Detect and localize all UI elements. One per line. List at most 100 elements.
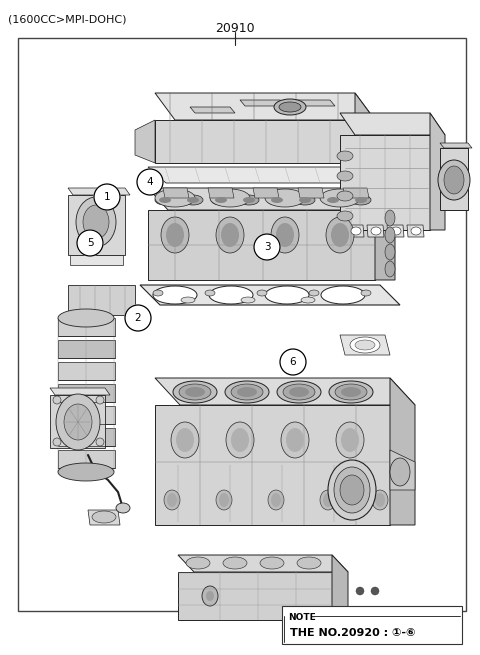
Polygon shape (430, 113, 445, 230)
Ellipse shape (334, 467, 370, 513)
Ellipse shape (161, 217, 189, 253)
Polygon shape (50, 395, 105, 448)
Polygon shape (340, 113, 445, 135)
Polygon shape (340, 135, 430, 230)
Ellipse shape (351, 227, 361, 235)
Ellipse shape (371, 587, 379, 595)
Polygon shape (355, 93, 375, 163)
Ellipse shape (96, 438, 104, 446)
Ellipse shape (58, 309, 114, 327)
Ellipse shape (153, 286, 197, 304)
Ellipse shape (53, 396, 61, 404)
Ellipse shape (323, 493, 333, 507)
Polygon shape (148, 188, 395, 210)
Text: 3: 3 (264, 242, 270, 252)
Polygon shape (340, 335, 390, 355)
Ellipse shape (372, 490, 388, 510)
Ellipse shape (321, 286, 365, 304)
Polygon shape (70, 255, 123, 265)
Ellipse shape (361, 290, 371, 296)
Ellipse shape (181, 297, 195, 303)
Ellipse shape (341, 387, 361, 397)
Ellipse shape (225, 381, 269, 403)
Text: 20910: 20910 (215, 22, 255, 35)
Ellipse shape (64, 404, 92, 440)
Polygon shape (367, 225, 384, 237)
Ellipse shape (265, 286, 309, 304)
Ellipse shape (53, 438, 61, 446)
Polygon shape (68, 285, 135, 315)
Polygon shape (148, 167, 378, 183)
Ellipse shape (390, 458, 410, 486)
Ellipse shape (341, 428, 359, 452)
Text: 5: 5 (87, 238, 93, 248)
Ellipse shape (391, 227, 401, 235)
Ellipse shape (241, 297, 255, 303)
Polygon shape (208, 188, 234, 198)
Ellipse shape (355, 340, 375, 350)
Ellipse shape (83, 205, 109, 239)
Ellipse shape (153, 290, 163, 296)
Circle shape (125, 305, 151, 331)
Ellipse shape (257, 290, 267, 296)
Ellipse shape (375, 493, 385, 507)
Ellipse shape (210, 189, 250, 207)
Ellipse shape (205, 290, 215, 296)
Ellipse shape (274, 99, 306, 115)
Polygon shape (58, 406, 115, 424)
Ellipse shape (164, 490, 180, 510)
Ellipse shape (223, 557, 247, 569)
Ellipse shape (185, 387, 205, 397)
Ellipse shape (179, 384, 211, 400)
Ellipse shape (176, 428, 194, 452)
Polygon shape (58, 450, 115, 468)
Ellipse shape (202, 586, 218, 606)
Ellipse shape (385, 210, 395, 226)
Polygon shape (190, 107, 235, 113)
Ellipse shape (226, 422, 254, 458)
Polygon shape (58, 318, 115, 336)
Polygon shape (68, 188, 130, 195)
Ellipse shape (267, 195, 287, 205)
Ellipse shape (337, 191, 353, 201)
Ellipse shape (277, 381, 321, 403)
Ellipse shape (206, 591, 214, 601)
Ellipse shape (340, 475, 364, 505)
Ellipse shape (155, 195, 175, 205)
Ellipse shape (281, 422, 309, 458)
Ellipse shape (286, 428, 304, 452)
Ellipse shape (337, 211, 353, 221)
Polygon shape (68, 195, 125, 255)
Bar (18, 38, 466, 611)
Ellipse shape (337, 151, 353, 161)
Ellipse shape (335, 384, 367, 400)
Ellipse shape (209, 286, 253, 304)
Polygon shape (387, 225, 404, 237)
Polygon shape (375, 188, 395, 280)
Polygon shape (155, 93, 375, 120)
Polygon shape (332, 555, 348, 620)
Circle shape (77, 230, 103, 256)
Ellipse shape (331, 223, 349, 247)
Polygon shape (58, 428, 115, 446)
Polygon shape (290, 100, 335, 106)
Polygon shape (240, 100, 285, 106)
Ellipse shape (283, 384, 315, 400)
Polygon shape (440, 143, 472, 148)
Circle shape (137, 169, 163, 195)
Polygon shape (298, 188, 324, 198)
Ellipse shape (309, 290, 319, 296)
Polygon shape (58, 340, 115, 358)
Ellipse shape (159, 197, 171, 203)
Ellipse shape (260, 557, 284, 569)
Ellipse shape (356, 587, 364, 595)
Ellipse shape (171, 422, 199, 458)
Polygon shape (58, 384, 115, 402)
Ellipse shape (215, 197, 227, 203)
Ellipse shape (336, 422, 364, 458)
Polygon shape (155, 405, 390, 525)
Ellipse shape (326, 217, 354, 253)
Ellipse shape (271, 493, 281, 507)
Ellipse shape (355, 197, 367, 203)
Bar (282, 606, 462, 644)
